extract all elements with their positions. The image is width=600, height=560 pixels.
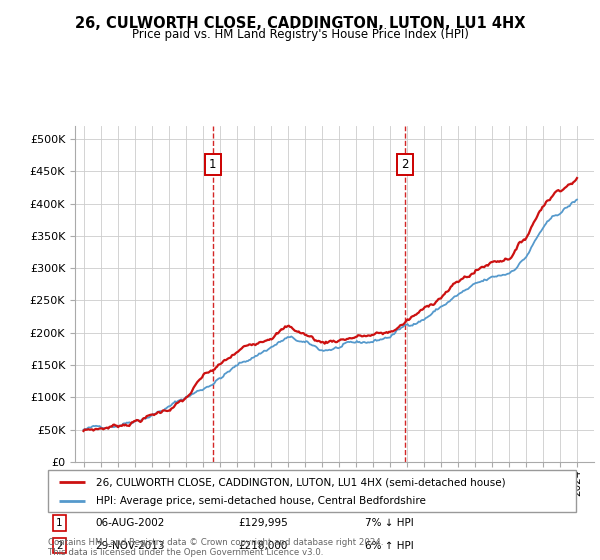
Text: 7% ↓ HPI: 7% ↓ HPI <box>365 518 413 528</box>
Text: 06-AUG-2002: 06-AUG-2002 <box>95 518 165 528</box>
Text: £218,000: £218,000 <box>238 540 287 550</box>
Text: 26, CULWORTH CLOSE, CADDINGTON, LUTON, LU1 4HX: 26, CULWORTH CLOSE, CADDINGTON, LUTON, L… <box>75 16 525 31</box>
Text: Contains HM Land Registry data © Crown copyright and database right 2024.
This d: Contains HM Land Registry data © Crown c… <box>48 538 383 557</box>
Text: 2: 2 <box>56 540 63 550</box>
Text: 29-NOV-2013: 29-NOV-2013 <box>95 540 165 550</box>
Text: 1: 1 <box>209 158 217 171</box>
Text: 6% ↑ HPI: 6% ↑ HPI <box>365 540 413 550</box>
Text: 26, CULWORTH CLOSE, CADDINGTON, LUTON, LU1 4HX (semi-detached house): 26, CULWORTH CLOSE, CADDINGTON, LUTON, L… <box>95 477 505 487</box>
Text: £129,995: £129,995 <box>238 518 288 528</box>
Text: 2: 2 <box>401 158 409 171</box>
Text: 1: 1 <box>56 518 63 528</box>
Text: Price paid vs. HM Land Registry's House Price Index (HPI): Price paid vs. HM Land Registry's House … <box>131 28 469 41</box>
Text: HPI: Average price, semi-detached house, Central Bedfordshire: HPI: Average price, semi-detached house,… <box>95 497 425 506</box>
